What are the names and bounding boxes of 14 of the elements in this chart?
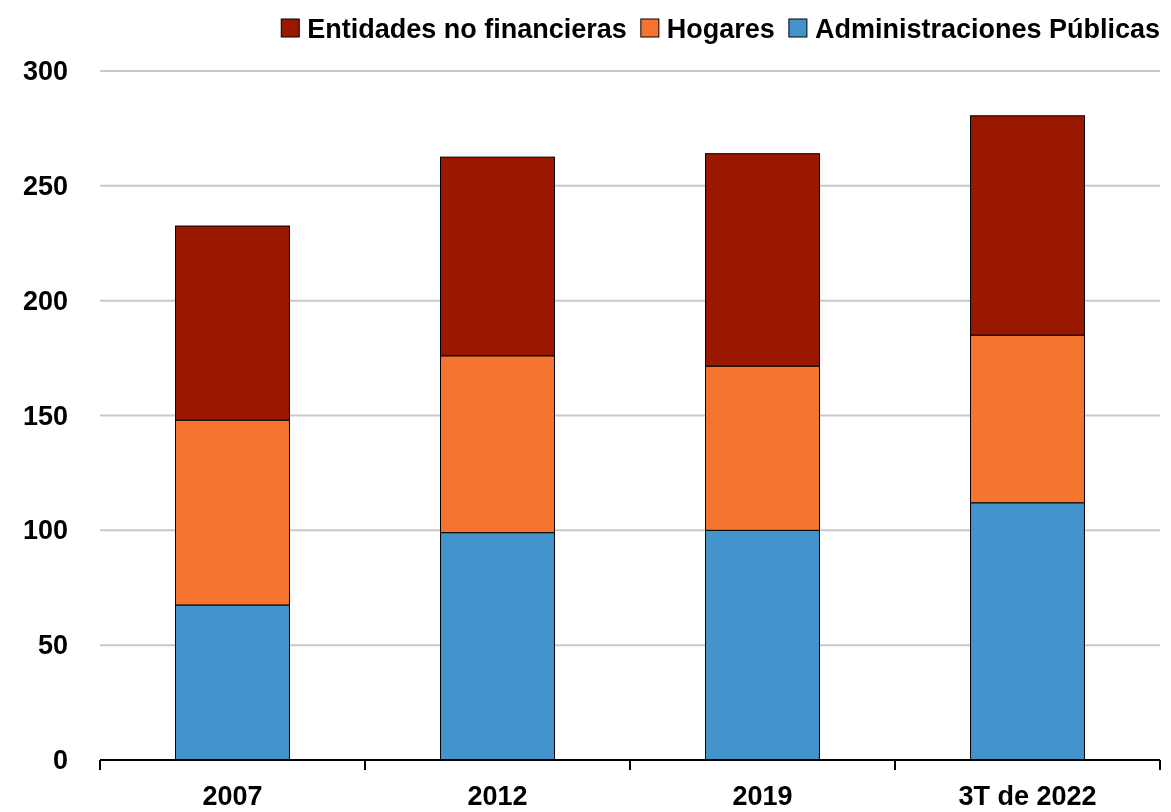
x-tick-label: 2007 bbox=[202, 781, 263, 811]
legend-label: Entidades no financieras bbox=[307, 14, 627, 44]
legend-label: Hogares bbox=[666, 14, 775, 44]
y-tick-label: 300 bbox=[22, 56, 68, 87]
y-tick-label: 200 bbox=[22, 285, 68, 316]
x-tick-label: 2019 bbox=[732, 781, 793, 811]
y-tick-label: 0 bbox=[52, 745, 68, 776]
y-tick-label: 100 bbox=[22, 515, 68, 546]
y-tick-label: 250 bbox=[22, 170, 68, 201]
legend-label: Administraciones Públicas bbox=[814, 14, 1160, 44]
x-tick-label: 3T de 2022 bbox=[958, 781, 1097, 811]
x-tick-label: 2012 bbox=[467, 781, 528, 811]
y-tick-label: 150 bbox=[22, 400, 68, 431]
y-tick-label: 50 bbox=[37, 630, 68, 661]
